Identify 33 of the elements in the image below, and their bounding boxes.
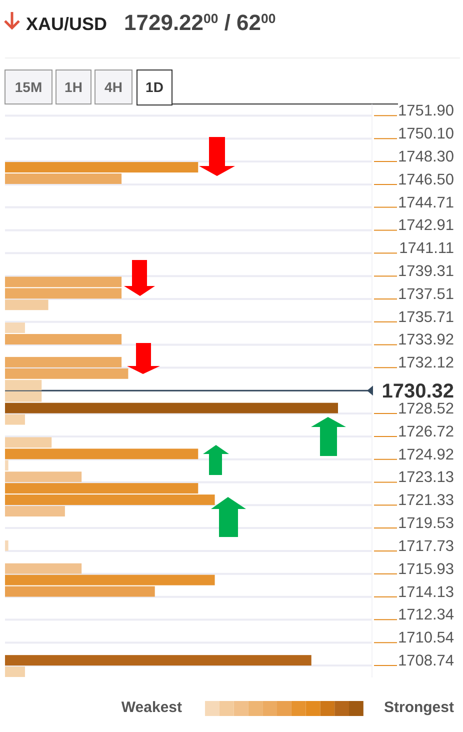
y-tick-label: 1708.74: [398, 652, 454, 670]
y-tick-label: 1739.31: [398, 263, 454, 280]
y-tick-label: 1742.91: [398, 217, 454, 234]
ref-line-label: 1730.32: [382, 380, 454, 403]
y-tick-label: 1715.93: [398, 560, 454, 578]
y-tick-label: 1735.71: [398, 308, 454, 326]
y-tick-label: 1737.51: [398, 286, 454, 303]
y-tick-label: 1744.71: [398, 194, 454, 212]
y-tick-label: 1728.52: [398, 400, 454, 418]
y-tick-label: 1751.90: [398, 102, 454, 120]
tab: 4H: [94, 70, 132, 104]
text: Strongest: [384, 699, 454, 716]
y-tick-label: 1726.72: [398, 423, 454, 440]
y-tick-label: 1710.54: [398, 630, 454, 647]
tab: 1H: [56, 70, 92, 104]
y-tick-label: 1712.34: [398, 606, 454, 624]
y-tick-label: 1746.50: [398, 171, 454, 188]
y-tick-label: 1732.12: [398, 354, 454, 372]
tab: 15M: [4, 70, 52, 104]
y-tick-label: 1717.73: [398, 538, 454, 555]
text: Weakest: [121, 699, 182, 716]
y-tick-label: 1721.33: [398, 492, 454, 510]
tab: 1D: [136, 70, 172, 106]
y-tick-label: 1741.11: [399, 240, 454, 258]
y-tick-label: 1714.13: [398, 584, 454, 601]
y-tick-label: 1724.92: [398, 446, 454, 464]
y-tick-label: 1723.13: [398, 469, 454, 486]
y-tick-label: 1748.30: [398, 148, 454, 166]
chart-subtitle: 1729.22$^{00}$ / 62$^{00}$: [124, 10, 276, 35]
chart-title: XAU/USD: [26, 14, 108, 34]
y-tick-label: 1750.10: [398, 126, 454, 143]
y-tick-label: 1733.92: [398, 332, 454, 349]
y-tick-label: 1719.53: [398, 515, 454, 532]
